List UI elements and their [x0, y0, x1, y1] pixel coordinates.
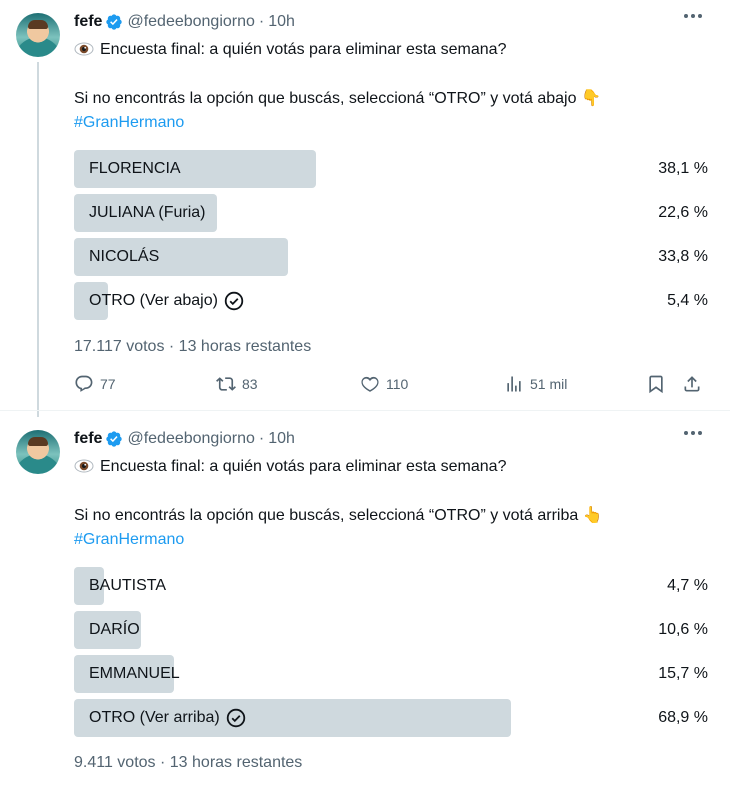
author-name[interactable]: fefe [74, 13, 103, 30]
share-icon [684, 376, 700, 392]
timestamp[interactable]: 10h [268, 430, 295, 447]
heart-icon [361, 376, 379, 392]
tweet-actions: 77 83 110 51 mil [74, 374, 708, 398]
hashtag-link[interactable]: #GranHermano [74, 114, 185, 131]
reply-icon [75, 375, 93, 392]
poll-option: OTRO (Ver arriba) 68,9 % [74, 699, 708, 737]
poll-option-label: OTRO (Ver arriba) [89, 709, 220, 726]
verified-badge-icon[interactable] [105, 430, 123, 448]
poll-option: BAUTISTA 4,7 % [74, 567, 708, 605]
author-name[interactable]: fefe [74, 430, 103, 447]
separator-dot: · [258, 430, 265, 447]
tweet-line2: Si no encontrás la opción que buscás, se… [74, 507, 579, 524]
share-button[interactable] [682, 374, 702, 394]
timestamp[interactable]: 10h [268, 13, 295, 30]
poll-votes: 9.411 votos [74, 754, 156, 771]
poll-option-percent: 10,6 % [658, 621, 708, 638]
poll-option-label: OTRO (Ver abajo) [89, 292, 218, 309]
poll-option: DARÍO 10,6 % [74, 611, 708, 649]
separator-dot: · [258, 13, 265, 30]
like-count: 110 [386, 376, 409, 392]
poll-option-label: FLORENCIA [89, 160, 181, 177]
poll-bar [74, 194, 218, 232]
poll-option-percent: 33,8 % [658, 248, 708, 265]
check-circle-icon [226, 708, 246, 728]
reply-count: 77 [100, 376, 116, 392]
poll-meta: 17.117 votos · 13 horas restantes [74, 338, 311, 356]
author-handle[interactable]: @fedeebongiorno [127, 13, 255, 30]
verified-badge-icon[interactable] [105, 13, 123, 31]
poll-option-percent: 38,1 % [658, 160, 708, 177]
poll: BAUTISTA 4,7 % DARÍO 10,6 % EMMANUEL 15,… [74, 567, 708, 743]
poll-option: EMMANUEL 15,7 % [74, 655, 708, 693]
poll-bar [74, 567, 104, 605]
more-dots-icon[interactable] [684, 14, 702, 18]
bookmark-button[interactable] [646, 374, 666, 394]
poll-option-percent: 22,6 % [658, 204, 708, 221]
tweet-divider [0, 410, 730, 411]
retweet-button[interactable]: 83 [216, 374, 258, 394]
separator-dot: · [168, 338, 175, 355]
poll-remaining: 13 horas restantes [178, 338, 312, 355]
poll-option-percent: 68,9 % [658, 709, 708, 726]
thread-connector [37, 62, 39, 417]
avatar[interactable] [16, 430, 60, 474]
tweet-text-line2: Si no encontrás la opción que buscás, se… [74, 504, 603, 527]
like-button[interactable]: 110 [360, 374, 408, 394]
poll-option: JULIANA (Furia) 22,6 % [74, 194, 708, 232]
pointing-down-emoji: 👇 [580, 90, 601, 107]
avatar[interactable] [16, 13, 60, 57]
poll-meta: 9.411 votos · 13 horas restantes [74, 754, 302, 772]
poll-bar [74, 238, 289, 276]
reply-button[interactable]: 77 [74, 374, 116, 394]
poll-option-label: JULIANA (Furia) [89, 204, 206, 221]
views-chart-icon [507, 376, 521, 392]
tweet[interactable]: fefe @fedeebongiorno · 10h Encuesta fina… [0, 417, 730, 788]
poll-bar [74, 699, 511, 737]
tweet[interactable]: fefe @fedeebongiorno · 10h Encuesta fina… [0, 0, 730, 410]
views-count: 51 mil [530, 376, 568, 392]
poll-option: OTRO (Ver abajo) 5,4 % [74, 282, 708, 320]
retweet-count: 83 [242, 376, 258, 392]
bookmark-icon [649, 375, 663, 394]
tweet-text-line2: Si no encontrás la opción que buscás, se… [74, 87, 601, 110]
tweet-text-line1: Encuesta final: a quién votás para elimi… [74, 455, 506, 481]
author-handle[interactable]: @fedeebongiorno [127, 430, 255, 447]
tweet-header: fefe @fedeebongiorno · 10h [74, 12, 295, 32]
poll-bar [74, 611, 142, 649]
hashtag-link[interactable]: #GranHermano [74, 531, 185, 548]
more-dots-icon[interactable] [684, 431, 702, 435]
retweet-icon [216, 377, 236, 391]
eye-emoji-icon [74, 458, 94, 481]
poll-option-label: NICOLÁS [89, 248, 160, 265]
views-button[interactable]: 51 mil [504, 374, 567, 394]
tweet-line1: Encuesta final: a quién votás para elimi… [100, 41, 507, 58]
pointing-up-emoji: 👆 [582, 507, 603, 524]
poll: FLORENCIA 38,1 % JULIANA (Furia) 22,6 % … [74, 150, 708, 326]
poll-bar [74, 655, 174, 693]
poll-option-label: EMMANUEL [89, 665, 180, 682]
check-circle-icon [224, 291, 244, 311]
poll-option-percent: 15,7 % [658, 665, 708, 682]
poll-option-percent: 4,7 % [667, 577, 708, 594]
poll-option-label: DARÍO [89, 621, 140, 638]
tweet-text-line1: Encuesta final: a quién votás para elimi… [74, 38, 506, 64]
tweet-line1: Encuesta final: a quién votás para elimi… [100, 458, 507, 475]
tweet-header: fefe @fedeebongiorno · 10h [74, 429, 295, 449]
poll-option-label: BAUTISTA [89, 577, 167, 594]
poll-option: NICOLÁS 33,8 % [74, 238, 708, 276]
poll-bar [74, 150, 316, 188]
poll-option: FLORENCIA 38,1 % [74, 150, 708, 188]
poll-bar [74, 282, 109, 320]
separator-dot: · [160, 754, 166, 771]
poll-votes: 17.117 votos [74, 338, 165, 355]
poll-option-percent: 5,4 % [667, 292, 708, 309]
tweet-line2: Si no encontrás la opción que buscás, se… [74, 90, 577, 107]
poll-remaining: 13 horas restantes [169, 754, 303, 771]
eye-emoji-icon [74, 41, 94, 64]
